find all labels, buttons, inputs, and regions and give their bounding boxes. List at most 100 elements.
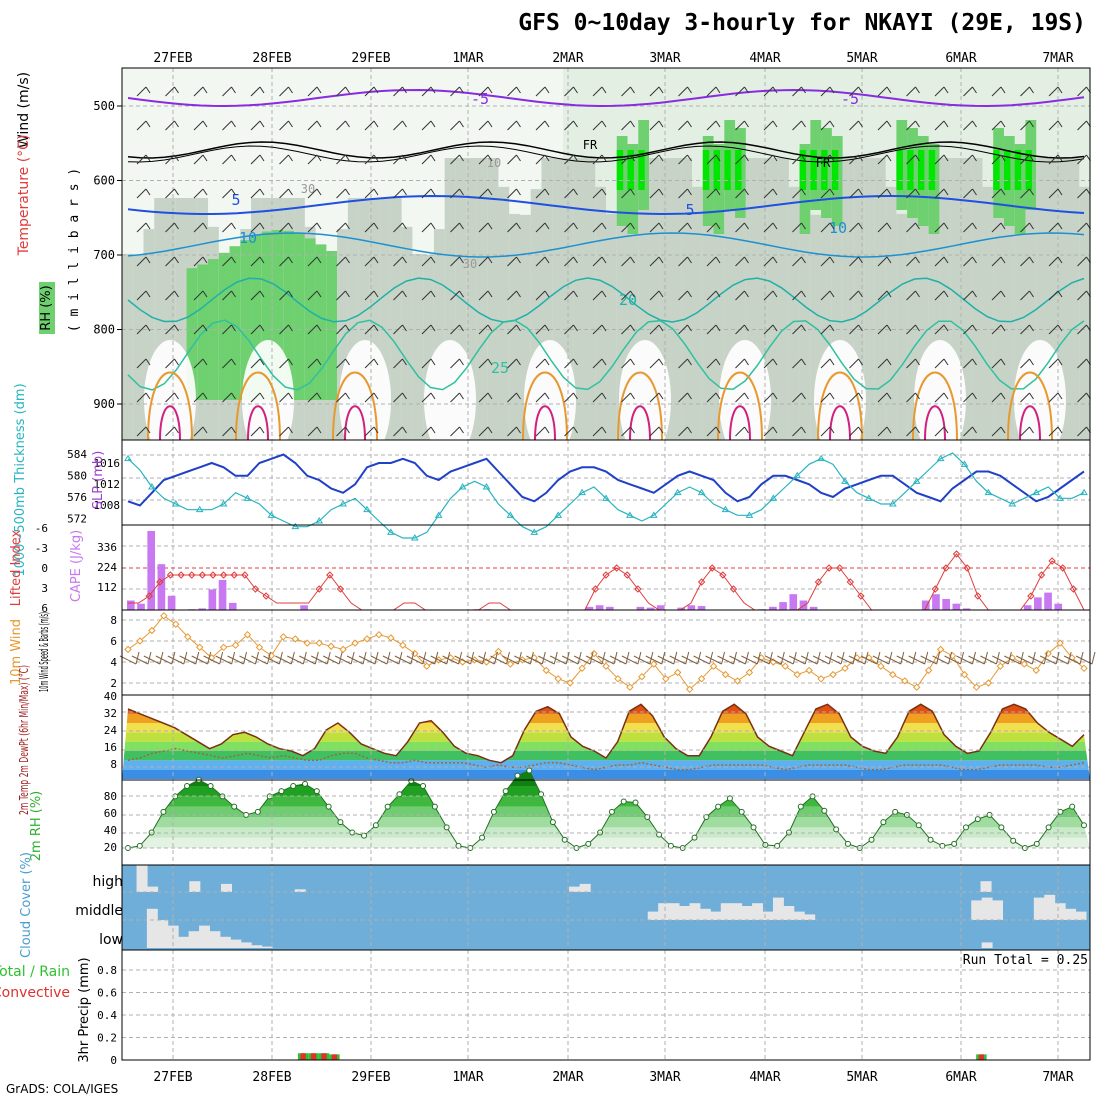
- wind-barb-flag: [744, 392, 749, 400]
- wind-barb-flag: [1000, 86, 1006, 94]
- wind-barb-flag: [943, 358, 949, 366]
- dewpoint-line: [127, 747, 1085, 771]
- surface-wind-barb-flag: [1007, 651, 1012, 665]
- isotherm-20: [127, 277, 1085, 323]
- wind-barb: [478, 324, 489, 335]
- rh-cell: [960, 158, 973, 440]
- thickness-marker: [673, 488, 682, 496]
- surface-wind-barb-flag: [852, 651, 857, 665]
- wind-barb: [222, 222, 232, 233]
- surface-wind-barb: [334, 655, 352, 665]
- isotherm-30: [912, 371, 958, 441]
- wind-barb-flag: [544, 120, 550, 128]
- wind-barb: [222, 256, 232, 267]
- wind-barb: [336, 324, 346, 335]
- surface-wind-barb-flag: [816, 651, 821, 665]
- y-tick-label: 500: [93, 99, 115, 113]
- surface-wind-barb: [1027, 655, 1045, 665]
- cloud-bar-high: [980, 881, 992, 892]
- surface-wind-barb-flag: [147, 651, 152, 665]
- wind-barb: [792, 188, 802, 199]
- wind-barb: [592, 86, 603, 97]
- wind-barb-flag: [1057, 222, 1063, 230]
- isotherm-minus5: [127, 88, 1085, 108]
- wind-barb-flag: [231, 358, 236, 366]
- li-marker: [942, 564, 950, 572]
- wind-barb: [1077, 358, 1087, 369]
- isotherm-label: 20: [619, 291, 637, 309]
- wind-barb-flag: [145, 256, 151, 264]
- cape-bar: [147, 531, 156, 610]
- wind-speed-marker: [339, 645, 347, 654]
- wind-barb: [877, 222, 888, 233]
- wind-barb-flag: [829, 290, 835, 298]
- wind-barb: [421, 86, 432, 97]
- wind-barb: [564, 154, 574, 165]
- rh2m-marker: [998, 824, 1005, 831]
- wind-barb-flag: [202, 426, 208, 434]
- wind-barb-flag: [544, 154, 550, 162]
- li-marker: [219, 571, 228, 579]
- wind-barb: [1077, 324, 1087, 335]
- rh-cell: [993, 150, 1000, 190]
- rh-cell: [853, 158, 865, 440]
- wind-barb-flag: [145, 188, 151, 196]
- surface-wind-barb: [729, 655, 746, 665]
- isotherm-label: 10: [239, 229, 257, 247]
- wind-barb: [706, 154, 717, 165]
- rh-cell: [831, 150, 839, 190]
- rh-cell: [132, 68, 145, 440]
- rh2m-marker: [833, 826, 840, 833]
- wind-barb-flag: [943, 256, 949, 264]
- thickness-tick-label: 576: [67, 491, 87, 504]
- wind-barb-flag: [744, 426, 749, 434]
- wind-barb-flag: [231, 392, 236, 400]
- wind-barb-flag: [801, 426, 806, 434]
- wind-barb-flag: [459, 222, 464, 230]
- li-marker: [198, 571, 207, 579]
- wind-barb: [592, 358, 603, 369]
- wind-barb: [621, 188, 631, 199]
- cape-bar: [656, 605, 665, 610]
- wind-barb-flag: [972, 358, 977, 366]
- wind-barb-flag: [544, 426, 550, 434]
- wind-barb-flag: [1057, 154, 1063, 162]
- x-date-bottom: 3MAR: [649, 1070, 680, 1085]
- li-line: [128, 553, 1085, 611]
- wind-speed-marker: [291, 635, 300, 643]
- wind-barb-flag: [687, 120, 692, 128]
- surface-wind-barb-flag: [948, 651, 953, 665]
- wind-barb: [421, 324, 432, 335]
- wind-barb: [336, 256, 346, 267]
- wind-speed-marker: [578, 664, 586, 673]
- wind-barb: [364, 154, 375, 165]
- slp-line: [127, 453, 1085, 507]
- wind-barb-flag: [630, 358, 635, 366]
- wind-barb: [393, 120, 403, 131]
- wind-barb-flag: [658, 120, 664, 128]
- wind-barb-flag: [630, 256, 635, 264]
- wind-speed-marker: [124, 645, 132, 654]
- cloud-bar-high: [569, 886, 581, 892]
- surface-wind-barb-flag: [649, 651, 654, 665]
- surface-wind-barb: [394, 655, 412, 665]
- surface-wind-barb: [442, 655, 459, 665]
- surface-wind-barb-flag: [697, 651, 702, 665]
- wind-barb: [564, 426, 574, 437]
- wind-barb-flag: [1029, 324, 1034, 332]
- surface-wind-barb: [251, 655, 268, 665]
- cape-bar: [1044, 592, 1052, 610]
- surface-wind-barb: [478, 655, 495, 665]
- wind-barb: [136, 256, 147, 267]
- li-marker: [591, 585, 600, 593]
- slp-tick-label: 1016: [94, 457, 121, 470]
- wind-speed-marker: [805, 666, 813, 675]
- wind-barb-flag: [801, 324, 806, 332]
- wind-barb: [507, 358, 517, 369]
- wind-speed-marker: [984, 679, 993, 687]
- wind-barb: [877, 188, 888, 199]
- wind-barb-flag: [658, 154, 664, 162]
- rh2m-marker: [1069, 803, 1076, 810]
- wind-barb: [1077, 188, 1087, 199]
- wind-barb: [222, 358, 232, 369]
